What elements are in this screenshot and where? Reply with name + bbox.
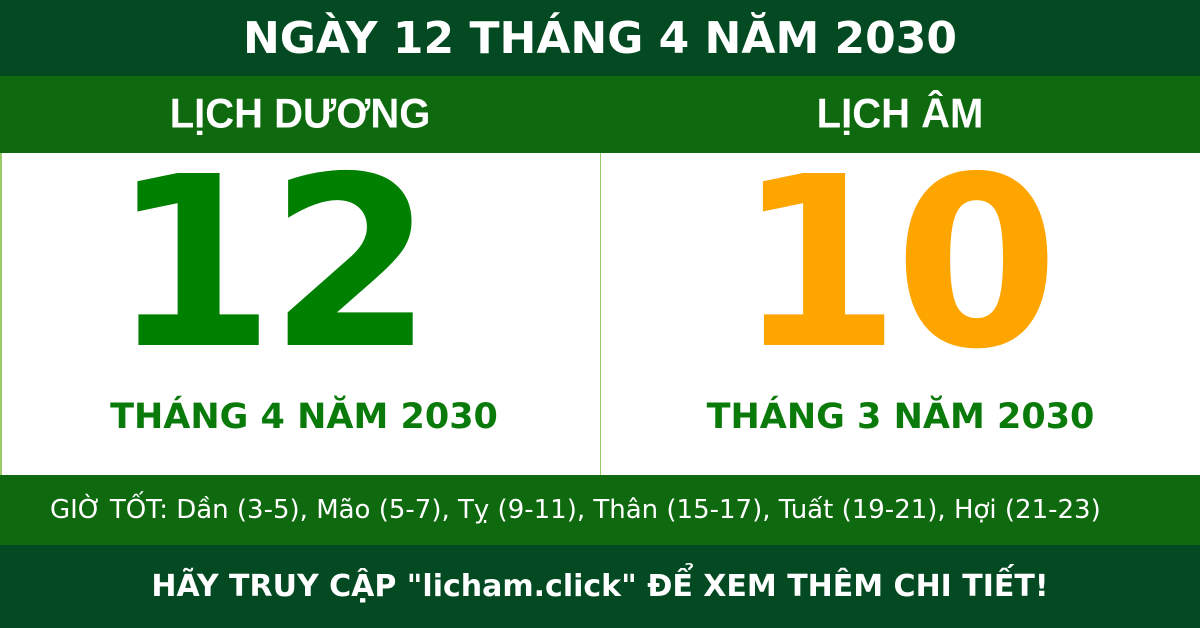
lunar-month-year: THÁNG 3 NĂM 2030 [706,397,1095,437]
solar-day: 12 [110,126,433,401]
calendar-body: 12 THÁNG 4 NĂM 2030 10 THÁNG 3 NĂM 2030 [0,126,1200,475]
footer-call-to-action: HÃY TRUY CẬP "licham.click" ĐỂ XEM THÊM … [0,545,1200,628]
solar-column: 12 THÁNG 4 NĂM 2030 [0,126,600,475]
column-headings: LỊCH DƯƠNG LỊCH ÂM [0,76,1200,153]
solar-month-year: THÁNG 4 NĂM 2030 [110,397,498,437]
lunar-day: 10 [736,126,1058,401]
lunar-column: 10 THÁNG 3 NĂM 2030 [600,146,1200,475]
page-title: NGÀY 12 THÁNG 4 NĂM 2030 [0,0,1200,76]
solar-heading: LỊCH DƯƠNG [169,90,431,138]
lunar-heading: LỊCH ÂM [816,90,984,138]
good-hours: GIỜ TỐT: Dần (3-5), Mão (5-7), Tỵ (9-11)… [0,475,1200,545]
